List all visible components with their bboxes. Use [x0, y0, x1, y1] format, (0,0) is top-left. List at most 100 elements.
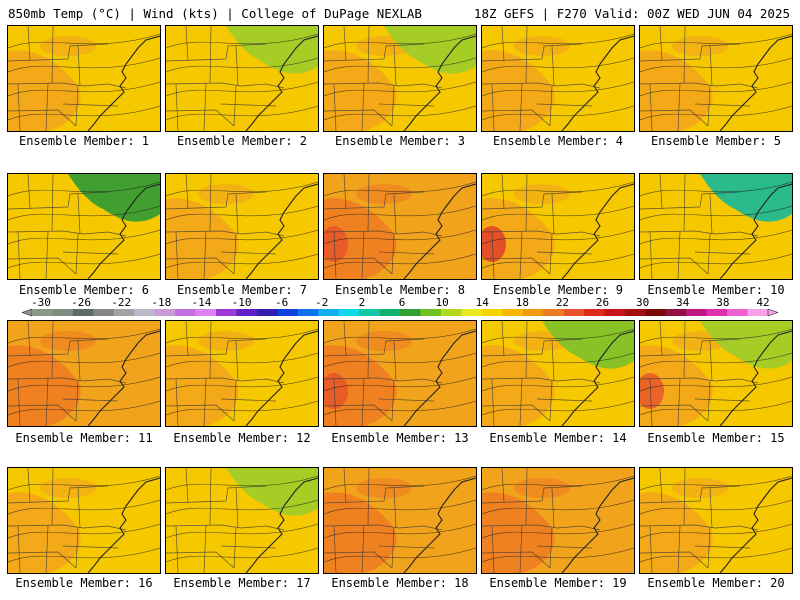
colorbar-segment — [400, 309, 421, 316]
colorbar-tick-label: 10 — [435, 296, 448, 309]
ensemble-member-label: Ensemble Member: 18 — [331, 576, 469, 590]
colorbar-segment — [338, 309, 360, 316]
temperature-map — [324, 468, 476, 573]
colorbar-segment — [686, 309, 707, 316]
model-run-info: 18Z GEFS | F270 Valid: 00Z WED JUN 04 20… — [473, 6, 790, 21]
colorbar-segment — [154, 309, 176, 316]
colorbar-segment — [359, 309, 380, 316]
colorbar-segment — [236, 309, 258, 316]
colorbar-tick-label: -18 — [151, 296, 171, 309]
temperature-map — [8, 321, 160, 426]
map-title: 850mb Temp (°C) | Wind (kts) | College o… — [8, 6, 422, 21]
ensemble-panel — [7, 173, 161, 280]
ensemble-member-label: Ensemble Member: 2 — [176, 134, 308, 148]
ensemble-member-label: Ensemble Member: 12 — [173, 431, 311, 445]
ensemble-member-label: Ensemble Member: 17 — [173, 576, 311, 590]
ensemble-panel — [481, 173, 635, 280]
colorbar-tick-label: 42 — [756, 296, 769, 309]
ensemble-panel — [323, 467, 477, 574]
colorbar-segment — [665, 309, 687, 316]
ensemble-panel — [165, 320, 319, 427]
temperature-map — [640, 26, 792, 131]
temperature-map — [8, 468, 160, 573]
colorbar-segment — [563, 309, 585, 316]
temperature-map — [640, 321, 792, 426]
ensemble-member-label: Ensemble Member: 19 — [489, 576, 627, 590]
colorbar-segment — [113, 309, 135, 316]
ensemble-member-label: Ensemble Member: 13 — [331, 431, 469, 445]
colorbar-tick-label: -10 — [232, 296, 252, 309]
temperature-map — [324, 26, 476, 131]
colorbar-segment — [502, 309, 523, 316]
colorbar-right-arrow — [767, 308, 779, 317]
colorbar-segment — [727, 309, 748, 316]
colorbar-segment — [175, 309, 196, 316]
ensemble-panel — [165, 173, 319, 280]
colorbar-tick-label: 22 — [556, 296, 569, 309]
temperature-map — [482, 468, 634, 573]
colorbar-segment — [461, 309, 483, 316]
ensemble-member-label: Ensemble Member: 14 — [489, 431, 627, 445]
colorbar-tick-label: -6 — [275, 296, 288, 309]
temperature-map — [324, 174, 476, 279]
colorbar-segment — [747, 309, 769, 316]
temperature-colorbar: -30 -26 -22 -18 -14 -10 -6 -2 2 6 10 14 18 22 26 30 34 38… — [21, 296, 779, 317]
colorbar-segment — [52, 309, 74, 316]
colorbar-segment — [72, 309, 94, 316]
temperature-map — [166, 26, 318, 131]
colorbar-segment — [645, 309, 667, 316]
temperature-map — [166, 174, 318, 279]
ensemble-panel — [323, 320, 477, 427]
colorbar-segment — [440, 309, 462, 316]
temperature-map — [482, 174, 634, 279]
ensemble-panel — [165, 25, 319, 132]
colorbar-segment — [256, 309, 278, 316]
colorbar-tick-label: -30 — [31, 296, 51, 309]
ensemble-panel — [481, 320, 635, 427]
temperature-map — [640, 174, 792, 279]
ensemble-panel — [7, 467, 161, 574]
colorbar-segment — [297, 309, 319, 316]
colorbar-tick-label: -2 — [315, 296, 328, 309]
colorbar-segment — [134, 309, 155, 316]
ensemble-panel — [639, 25, 793, 132]
ensemble-member-label: Ensemble Member: 5 — [650, 134, 782, 148]
temperature-map — [166, 468, 318, 573]
colorbar-segment — [624, 309, 646, 316]
ensemble-member-label: Ensemble Member: 16 — [15, 576, 153, 590]
colorbar-segment — [93, 309, 115, 316]
colorbar-segment — [420, 309, 442, 316]
ensemble-panel — [323, 25, 477, 132]
ensemble-member-label: Ensemble Member: 10 — [647, 283, 785, 297]
colorbar-tick-label: 18 — [516, 296, 529, 309]
colorbar-tick-label: -26 — [71, 296, 91, 309]
ensemble-panel — [7, 25, 161, 132]
temperature-map — [8, 174, 160, 279]
ensemble-panel — [481, 467, 635, 574]
ensemble-panel — [481, 25, 635, 132]
colorbar-segment — [277, 309, 299, 316]
ensemble-member-label: Ensemble Member: 20 — [647, 576, 785, 590]
colorbar-tick-label: 26 — [596, 296, 609, 309]
ensemble-panel — [165, 467, 319, 574]
ensemble-panel — [323, 173, 477, 280]
ensemble-member-label: Ensemble Member: 6 — [18, 283, 150, 297]
colorbar-segment — [604, 309, 626, 316]
colorbar-segment — [379, 309, 401, 316]
colorbar-segment — [543, 309, 564, 316]
ensemble-member-label: Ensemble Member: 4 — [492, 134, 624, 148]
colorbar-tick-label: 34 — [676, 296, 690, 309]
ensemble-member-label: Ensemble Member: 15 — [647, 431, 785, 445]
colorbar-segment — [706, 309, 728, 316]
colorbar-tick-label: 38 — [716, 296, 729, 309]
ensemble-member-label: Ensemble Member: 11 — [15, 431, 153, 445]
colorbar-tick-label: -22 — [111, 296, 131, 309]
colorbar-segment — [318, 309, 339, 316]
colorbar-tick-label: 14 — [476, 296, 490, 309]
colorbar-segment — [32, 309, 53, 316]
temperature-map — [482, 321, 634, 426]
colorbar-tick-label: 6 — [399, 296, 406, 309]
colorbar-tick-label: 30 — [636, 296, 649, 309]
colorbar-tick-label: -14 — [192, 296, 212, 309]
temperature-map — [166, 321, 318, 426]
